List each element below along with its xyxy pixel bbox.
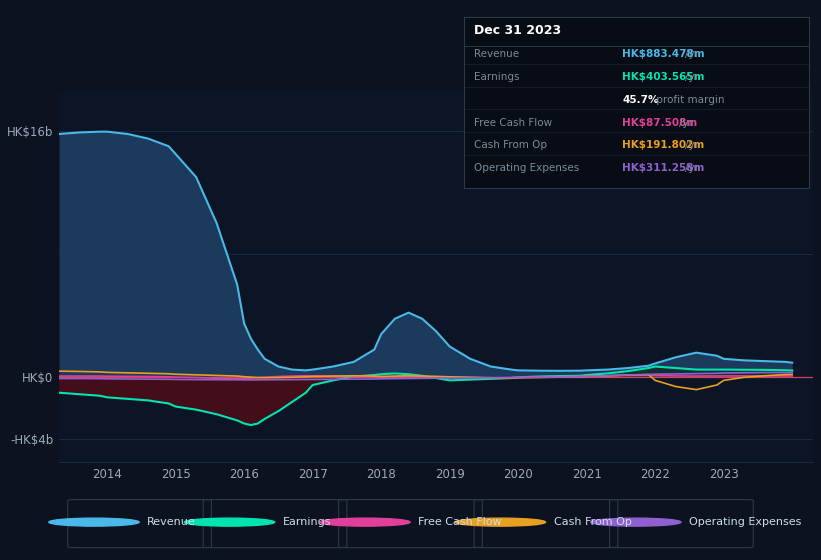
Text: profit margin: profit margin xyxy=(653,95,724,105)
Text: HK$883.478m: HK$883.478m xyxy=(622,49,705,59)
Text: Cash From Op: Cash From Op xyxy=(553,517,631,527)
Text: 45.7%: 45.7% xyxy=(622,95,659,105)
Text: HK$191.802m: HK$191.802m xyxy=(622,141,704,151)
Circle shape xyxy=(320,518,410,526)
Text: /yr: /yr xyxy=(685,164,699,173)
Circle shape xyxy=(455,518,545,526)
Text: HK$87.508m: HK$87.508m xyxy=(622,118,698,128)
Text: Revenue: Revenue xyxy=(475,49,520,59)
Text: /yr: /yr xyxy=(685,72,699,82)
Circle shape xyxy=(591,518,681,526)
Text: Dec 31 2023: Dec 31 2023 xyxy=(475,24,562,37)
Text: HK$403.565m: HK$403.565m xyxy=(622,72,705,82)
Circle shape xyxy=(184,518,274,526)
Text: Operating Expenses: Operating Expenses xyxy=(475,164,580,173)
Text: Earnings: Earnings xyxy=(475,72,520,82)
Text: Cash From Op: Cash From Op xyxy=(475,141,548,151)
Text: /yr: /yr xyxy=(685,141,699,151)
Text: Revenue: Revenue xyxy=(147,517,196,527)
Text: Free Cash Flow: Free Cash Flow xyxy=(475,118,553,128)
Text: Operating Expenses: Operating Expenses xyxy=(690,517,801,527)
Text: /yr: /yr xyxy=(685,49,699,59)
Text: Earnings: Earnings xyxy=(282,517,332,527)
Text: HK$311.258m: HK$311.258m xyxy=(622,164,705,173)
Text: /yr: /yr xyxy=(680,118,694,128)
Circle shape xyxy=(48,518,139,526)
Text: Free Cash Flow: Free Cash Flow xyxy=(419,517,502,527)
